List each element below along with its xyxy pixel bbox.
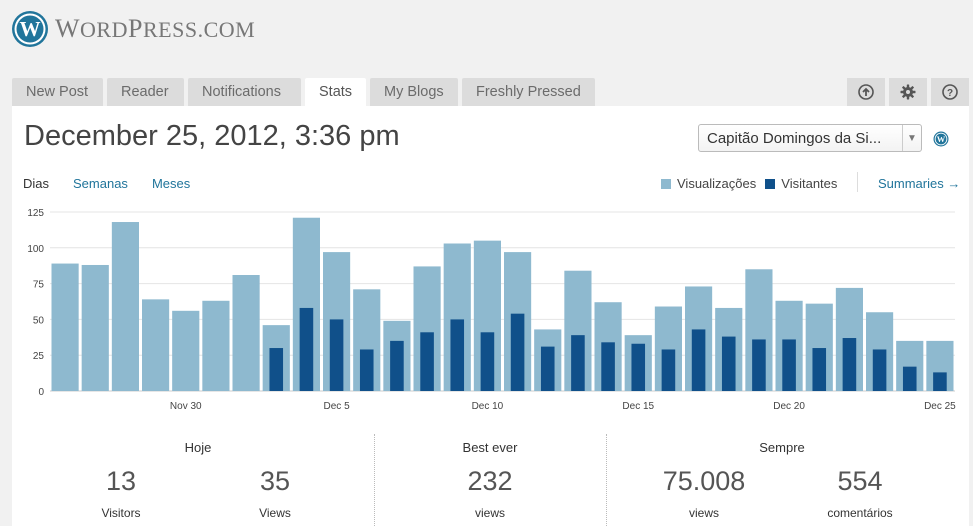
x-tick-label: Dec 10 — [472, 401, 504, 412]
tab-notifications[interactable]: Notifications — [188, 78, 301, 106]
bar-visitors — [691, 329, 706, 391]
today-visitors-label: Visitors — [101, 506, 141, 520]
tab-stats[interactable]: Stats — [305, 78, 366, 106]
stats-panel: December 25, 2012, 3:36 pm Capitão Domin… — [12, 106, 969, 526]
x-tick-label: Dec 20 — [773, 401, 805, 412]
bar-views — [202, 300, 230, 391]
settings-button[interactable] — [889, 78, 927, 106]
bar-visitors — [390, 340, 404, 391]
today-views-label: Views — [259, 506, 291, 520]
always-views-value: 75.008 — [662, 466, 746, 496]
period-months[interactable]: Meses — [151, 176, 191, 191]
y-tick-label: 25 — [33, 351, 45, 362]
gear-icon — [900, 84, 916, 100]
bar-views — [111, 222, 139, 391]
bar-views — [142, 299, 170, 391]
tab-freshly-pressed[interactable]: Freshly Pressed — [462, 78, 595, 106]
summary-divider — [606, 434, 607, 526]
bar-visitors — [752, 339, 766, 391]
page-title: December 25, 2012, 3:36 pm — [24, 120, 400, 152]
brand-wordmark: WORDPRESS.COM — [55, 14, 256, 43]
upload-icon — [858, 84, 874, 100]
tab-new-post[interactable]: New Post — [12, 78, 103, 106]
best-ever-label: Best ever — [462, 440, 518, 455]
tab-my-blogs[interactable]: My Blogs — [370, 78, 458, 106]
period-days[interactable]: Dias — [23, 176, 50, 191]
bar-visitors — [631, 343, 646, 391]
summaries-link[interactable]: Summaries → — [878, 176, 961, 191]
legend-swatch-visitors — [765, 178, 776, 189]
wordpress-logo[interactable]: W WORDPRESS.COM — [11, 10, 255, 48]
y-tick-label: 100 — [27, 244, 44, 255]
tab-reader[interactable]: Reader — [107, 78, 184, 106]
bar-views — [51, 263, 79, 391]
wordpress-icon: W — [12, 11, 48, 47]
bar-visitors — [721, 336, 736, 391]
svg-text:?: ? — [947, 88, 953, 99]
blog-select[interactable]: Capitão Domingos da Si... ▼ — [698, 124, 922, 152]
bar-visitors — [510, 313, 525, 391]
best-ever-views-label: views — [474, 506, 505, 520]
legend-label-visitors: Visitantes — [781, 176, 838, 191]
legend-label-views: Visualizações — [677, 176, 757, 191]
main-tabs: New Post Reader Notifications Stats My B… — [12, 78, 599, 106]
x-tick-label: Nov 30 — [170, 401, 202, 412]
legend-views: Visualizações — [661, 176, 756, 191]
y-tick-label: 125 — [27, 208, 44, 219]
bar-visitors — [812, 348, 827, 391]
bar-visitors — [782, 339, 796, 391]
period-selector: Dias Semanas Meses — [23, 176, 214, 191]
help-icon: ? — [942, 84, 958, 100]
chevron-down-icon: ▼ — [902, 125, 921, 151]
bar-views — [232, 275, 260, 391]
bar-visitors — [269, 348, 284, 391]
toolbar-icons: ? — [843, 78, 969, 106]
y-tick-label: 0 — [38, 387, 44, 398]
today-label: Hoje — [184, 440, 212, 455]
bar-visitors — [933, 372, 947, 391]
bar-visitors — [480, 332, 495, 391]
legend-swatch-views — [661, 178, 671, 189]
legend-divider — [857, 172, 858, 192]
today-visitors-value: 13 — [105, 466, 137, 496]
bar-visitors — [420, 332, 434, 391]
bar-visitors — [601, 342, 615, 391]
bar-visitors — [359, 349, 374, 391]
blog-select-value: Capitão Domingos da Si... — [707, 129, 882, 147]
bar-visitors — [571, 335, 585, 391]
always-label: Sempre — [759, 440, 805, 455]
bar-visitors — [329, 319, 344, 391]
bar-visitors — [540, 346, 555, 391]
stats-bar-chart: 0 25 50 75 100 125 Nov 30 Dec 5 Dec 10 Dec 15 Dec … — [27, 208, 956, 412]
wordpress-icon: W — [933, 131, 949, 147]
y-tick-label: 50 — [33, 315, 45, 326]
x-tick-label: Dec 5 — [324, 401, 351, 412]
bar-visitors — [902, 366, 917, 391]
summary-stats: Hoje 13 Visitors 35 Views Best ever 232 … — [12, 432, 969, 526]
bar-visitors — [872, 349, 887, 391]
always-comments-value: 554 — [837, 466, 883, 496]
bar-views — [172, 310, 200, 391]
x-tick-label: Dec 15 — [622, 401, 654, 412]
svg-text:W: W — [20, 17, 41, 41]
y-tick-label: 75 — [33, 280, 45, 291]
always-views-label: views — [688, 506, 719, 520]
bar-visitors — [842, 338, 857, 391]
wordpress-blog-link[interactable]: W — [933, 131, 949, 152]
bar-visitors — [661, 349, 676, 391]
bar-visitors — [450, 319, 465, 391]
today-views-value: 35 — [259, 466, 291, 496]
svg-text:W: W — [937, 134, 946, 144]
x-tick-label: Dec 25 — [924, 401, 956, 412]
bar-views — [81, 264, 109, 391]
summary-divider — [374, 434, 375, 526]
always-comments-label: comentários — [827, 506, 893, 520]
chart-legend: Visualizações Visitantes — [661, 176, 846, 191]
best-ever-value: 232 — [467, 466, 513, 496]
bar-visitors — [299, 307, 314, 391]
help-button[interactable]: ? — [931, 78, 969, 106]
period-weeks[interactable]: Semanas — [73, 176, 128, 191]
upload-button[interactable] — [847, 78, 885, 106]
legend-visitors: Visitantes — [765, 176, 837, 191]
